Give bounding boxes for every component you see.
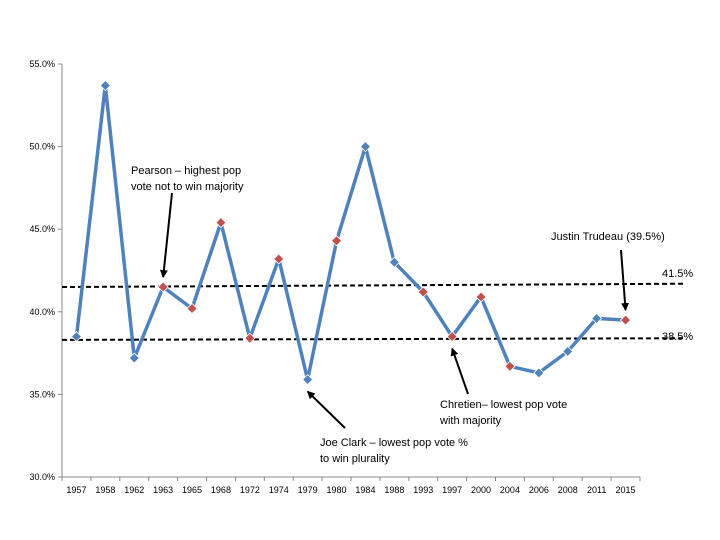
- y-tick-label: 35.0%: [29, 389, 55, 399]
- annotations: Pearson – highest pop vote not to win maj…: [131, 165, 665, 465]
- data-point: [273, 253, 285, 265]
- x-tick-label: 1957: [66, 485, 86, 495]
- x-tick-label: 2006: [529, 485, 549, 495]
- annotation-arrow: [620, 249, 630, 312]
- x-tick-label: 2004: [500, 485, 520, 495]
- x-tick-label: 1997: [442, 485, 462, 495]
- data-point: [446, 331, 458, 343]
- x-tick-label: 1972: [240, 485, 260, 495]
- x-tick-label: 2015: [616, 485, 636, 495]
- x-tick-label: 1988: [384, 485, 404, 495]
- data-point: [244, 332, 256, 344]
- y-tick-label: 30.0%: [29, 472, 55, 482]
- data-series: [70, 79, 632, 386]
- x-tick-label: 1979: [298, 485, 318, 495]
- annotation-line: with majority: [439, 415, 502, 427]
- x-tick-label: 1963: [153, 485, 173, 495]
- x-tick-label: 2000: [471, 485, 491, 495]
- reference-line: [61, 282, 687, 289]
- data-point: [215, 217, 227, 229]
- data-point: [619, 314, 632, 326]
- x-tick-label: 2008: [558, 485, 578, 495]
- y-tick-label: 50.0%: [29, 142, 55, 152]
- x-tick-label: 1958: [95, 485, 115, 495]
- data-point: [330, 235, 343, 247]
- data-point: [157, 281, 169, 293]
- data-point: [388, 256, 400, 268]
- annotation-arrow: [159, 192, 173, 279]
- data-point: [533, 367, 545, 379]
- x-tick-label: 1993: [413, 485, 433, 495]
- x-tick-label: 1968: [211, 485, 231, 495]
- x-tick-label: 1962: [124, 485, 144, 495]
- data-point: [504, 360, 516, 372]
- annotation-line: vote not to win majority: [131, 181, 244, 193]
- data-point: [417, 286, 429, 298]
- x-tick-label: 1965: [182, 485, 202, 495]
- y-tick-label: 45.0%: [29, 224, 55, 234]
- annotation-line: Pearson – highest pop: [131, 165, 241, 177]
- data-point: [475, 291, 487, 303]
- reference-line: [61, 337, 687, 341]
- reference-line-label: 41.5%: [662, 268, 693, 280]
- x-axis: 1957 1958 1962 1963 1965 1968 1972 1974 1979 1980…: [61, 476, 641, 495]
- x-tick-label: 1984: [355, 485, 375, 495]
- annotation-line: to win plurality: [320, 453, 390, 465]
- reference-line-label: 38.5%: [662, 331, 693, 343]
- data-point: [562, 345, 574, 358]
- x-tick-label: 1980: [327, 485, 347, 495]
- x-tick-label: 1974: [269, 485, 289, 495]
- annotation-text: Chretien– lowest pop vote with majority: [439, 399, 567, 427]
- data-point: [591, 312, 603, 324]
- data-point: [302, 373, 314, 386]
- y-axis: 30.0% 35.0% 40.0% 45.0% 50.0% 55.0%: [29, 59, 63, 482]
- data-point: [359, 141, 372, 153]
- annotation-line: Joe Clark – lowest pop vote %: [320, 437, 468, 449]
- annotation-text: Joe Clark – lowest pop vote % to win plur…: [320, 437, 468, 465]
- data-point: [99, 79, 111, 92]
- y-tick-label: 55.0%: [29, 59, 55, 69]
- annotation-line: Chretien– lowest pop vote: [440, 399, 567, 411]
- annotation-line: Justin Trudeau (39.5%): [551, 231, 665, 243]
- data-point: [70, 331, 83, 343]
- annotation-text: Justin Trudeau (39.5%): [551, 231, 665, 243]
- data-point: [186, 302, 198, 315]
- series-line: [74, 83, 628, 382]
- annotation-arrow: [306, 390, 346, 429]
- annotation-text: Pearson – highest pop vote not to win maj…: [131, 165, 244, 193]
- y-tick-label: 40.0%: [29, 307, 55, 317]
- x-tick-label: 2011: [587, 485, 606, 495]
- annotation-arrow: [450, 347, 469, 395]
- data-point: [128, 352, 140, 364]
